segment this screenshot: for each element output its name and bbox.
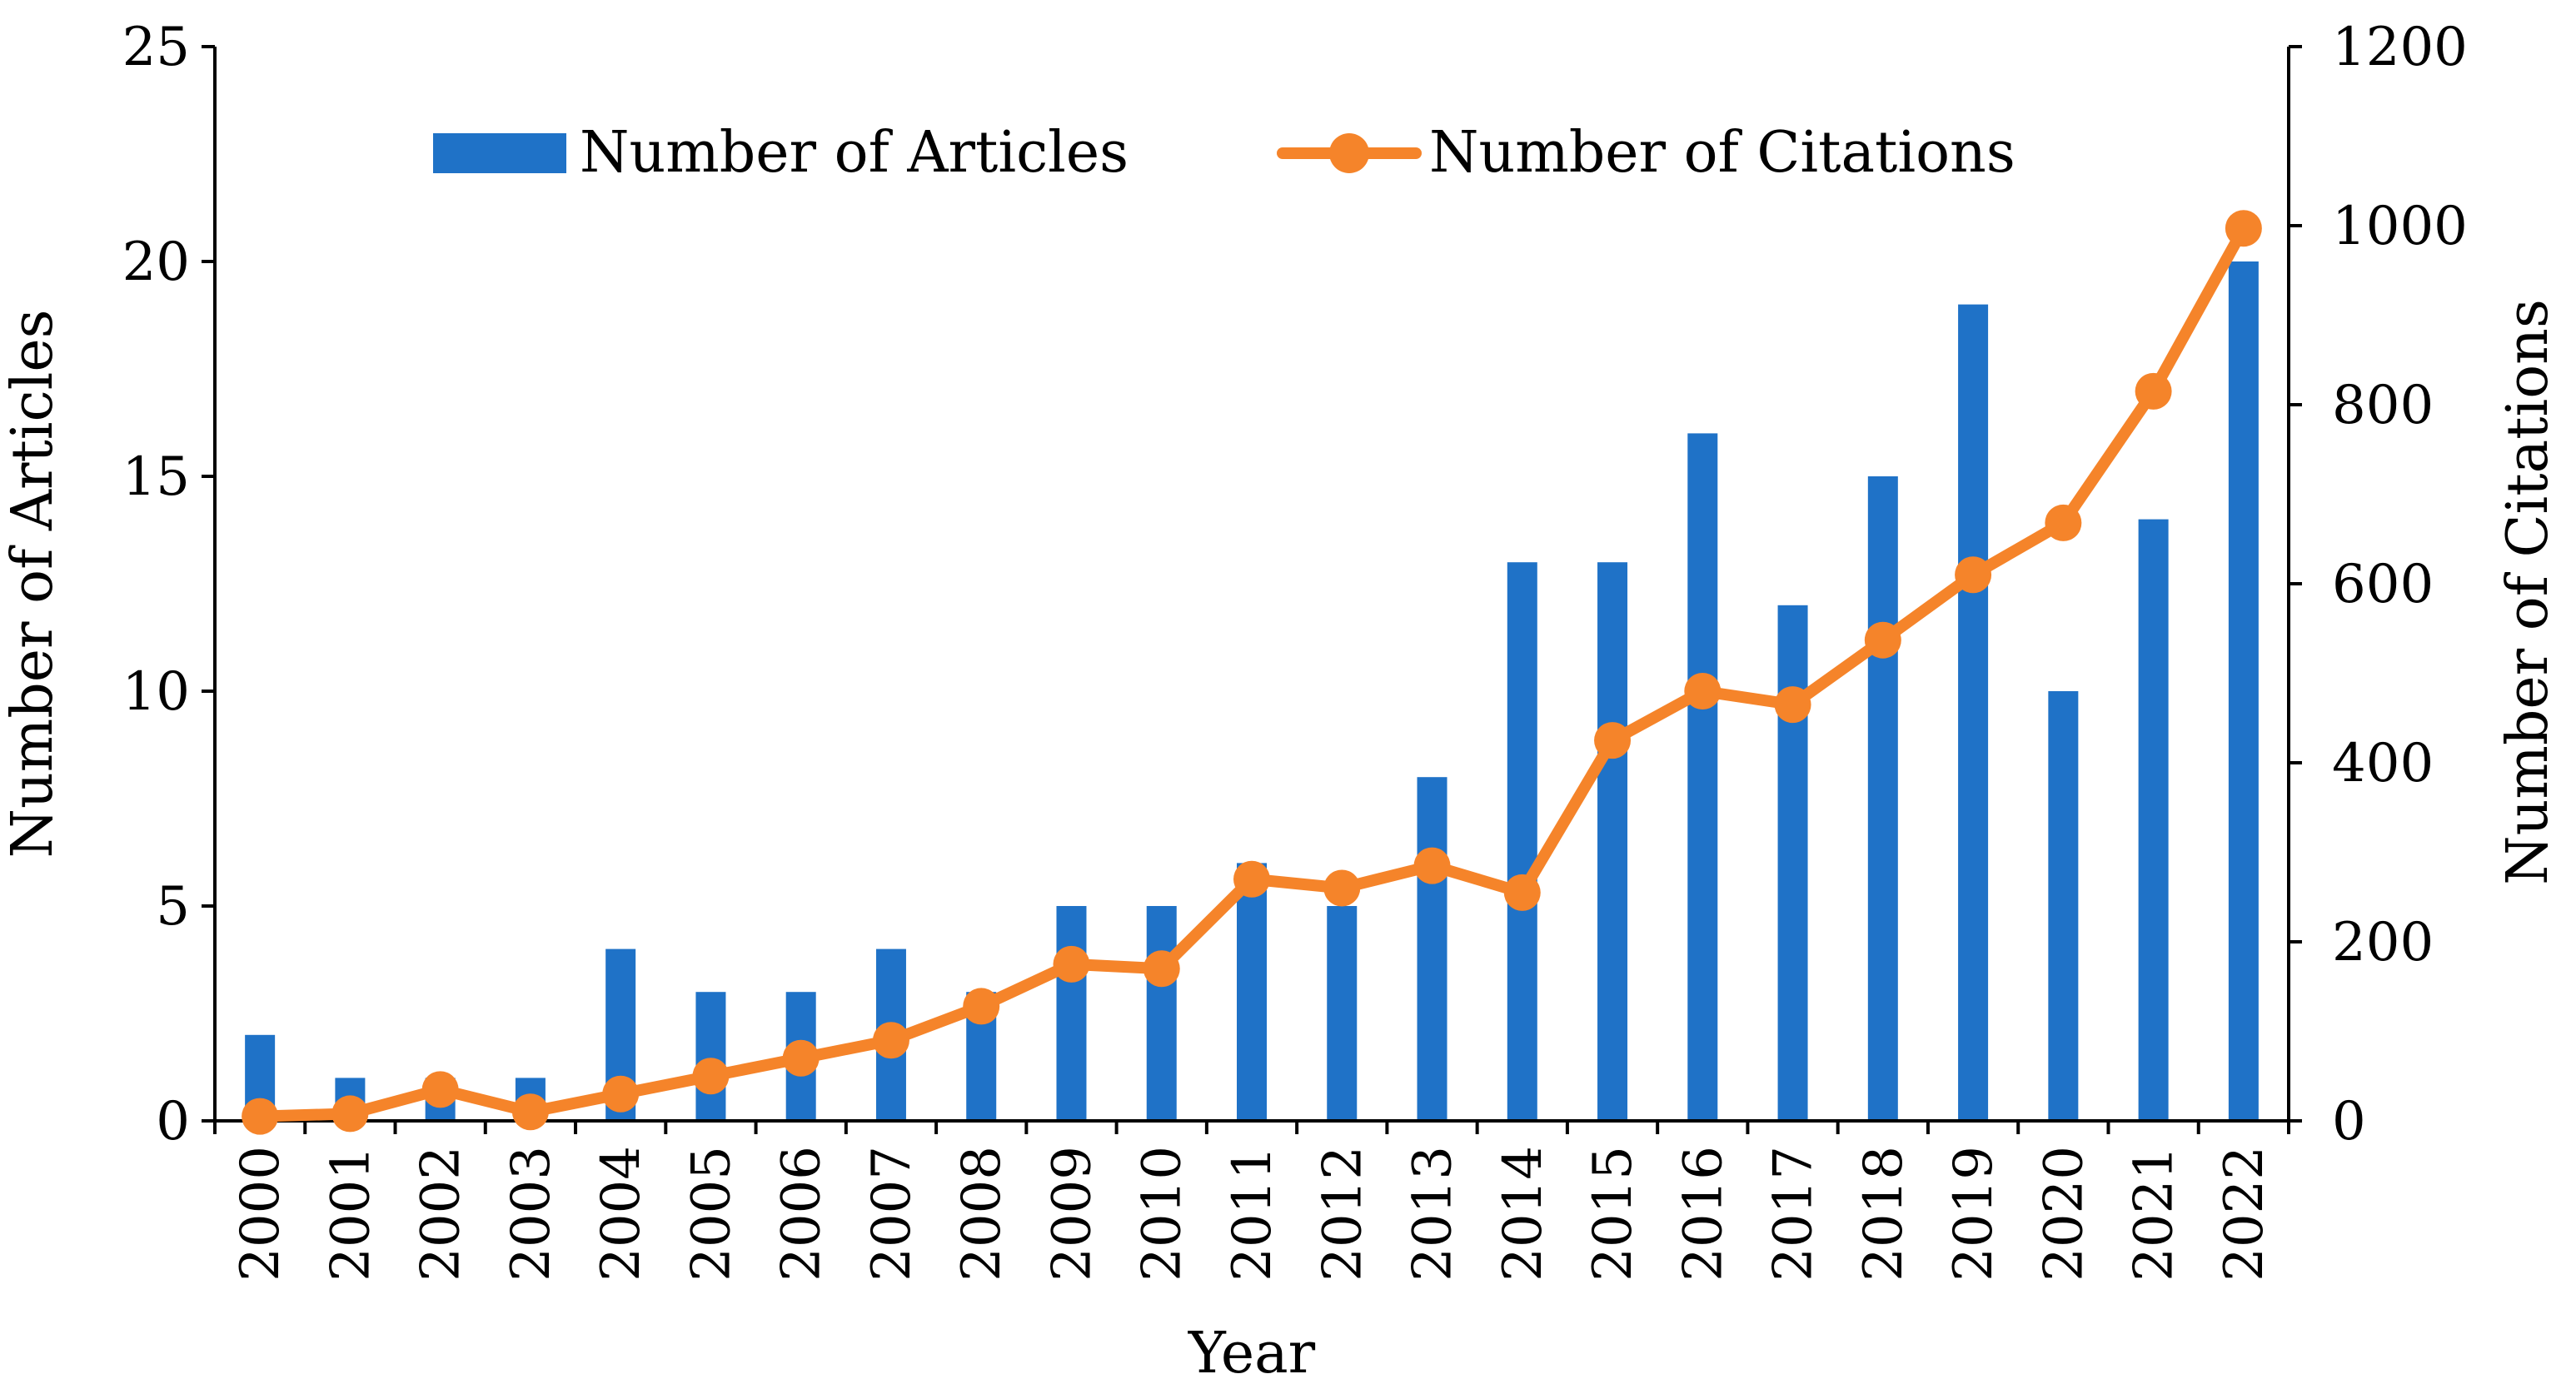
x-tick-label-2019: 2019 bbox=[1943, 1146, 2005, 1282]
x-tick-label-2021: 2021 bbox=[2124, 1146, 2185, 1282]
citation-point-2005 bbox=[692, 1058, 730, 1095]
citation-point-2018 bbox=[1864, 621, 1901, 659]
article-bar-2022 bbox=[2228, 261, 2259, 1121]
citation-point-2014 bbox=[1503, 874, 1541, 911]
citation-point-2000 bbox=[242, 1098, 279, 1135]
article-bar-2014 bbox=[1507, 562, 1537, 1121]
labels-layer: 0 5 10 15 20 25 0 200 400 600 800 1000 1200 2000 2001 2… bbox=[0, 17, 2561, 1387]
article-bar-2011 bbox=[1237, 863, 1267, 1121]
x-tick-label-2014: 2014 bbox=[1492, 1146, 1554, 1282]
citation-point-2015 bbox=[1594, 722, 1632, 759]
article-bar-2020 bbox=[2048, 691, 2079, 1121]
citation-point-2021 bbox=[2135, 372, 2172, 410]
right-tick-label-200: 200 bbox=[2332, 912, 2434, 973]
article-bar-2013 bbox=[1417, 777, 1447, 1121]
citation-point-2016 bbox=[1684, 673, 1721, 709]
citation-point-2013 bbox=[1413, 847, 1451, 884]
y-axis-title: Number of Articles bbox=[0, 309, 66, 858]
right-tick-label-600: 600 bbox=[2332, 554, 2434, 615]
citation-point-2004 bbox=[602, 1075, 640, 1113]
article-bar-2016 bbox=[1687, 433, 1718, 1121]
article-bar-2017 bbox=[1777, 605, 1808, 1121]
citations-line-layer bbox=[242, 210, 2262, 1135]
right-tick-label-1000: 1000 bbox=[2332, 196, 2468, 257]
article-bar-2019 bbox=[1958, 304, 1989, 1122]
article-bar-2009 bbox=[1056, 906, 1087, 1121]
x-tick-label-2003: 2003 bbox=[501, 1146, 562, 1282]
x-tick-label-2001: 2001 bbox=[320, 1146, 381, 1282]
citation-point-2007 bbox=[872, 1022, 909, 1059]
legend-label-articles: Number of Articles bbox=[580, 120, 1129, 186]
article-bar-2010 bbox=[1146, 906, 1177, 1121]
citation-point-2022 bbox=[2225, 210, 2262, 247]
citation-point-2019 bbox=[1955, 556, 1992, 594]
right-tick-label-0: 0 bbox=[2332, 1091, 2366, 1153]
x-tick-label-2018: 2018 bbox=[1853, 1146, 1915, 1282]
x-tick-label-2009: 2009 bbox=[1041, 1146, 1103, 1282]
x-tick-label-2011: 2011 bbox=[1222, 1146, 1283, 1282]
left-tick-label-5: 5 bbox=[156, 876, 190, 938]
x-tick-label-2020: 2020 bbox=[2033, 1146, 2095, 1282]
citation-point-2009 bbox=[1053, 945, 1090, 983]
citation-point-2002 bbox=[421, 1071, 459, 1108]
bars-layer bbox=[245, 261, 2259, 1122]
x-tick-label-2007: 2007 bbox=[861, 1146, 923, 1282]
left-tick-label-0: 0 bbox=[156, 1091, 190, 1153]
article-bar-2005 bbox=[695, 992, 726, 1121]
x-tick-label-2004: 2004 bbox=[590, 1146, 652, 1282]
left-tick-label-20: 20 bbox=[122, 232, 190, 293]
x-tick-label-2022: 2022 bbox=[2214, 1146, 2275, 1282]
x-tick-label-2015: 2015 bbox=[1582, 1146, 1644, 1282]
x-tick-label-2016: 2016 bbox=[1672, 1146, 1734, 1282]
citation-point-2003 bbox=[511, 1093, 549, 1131]
x-tick-label-2010: 2010 bbox=[1132, 1146, 1193, 1282]
citation-point-2006 bbox=[782, 1039, 820, 1077]
right-tick-label-1200: 1200 bbox=[2332, 17, 2468, 78]
x-tick-label-2012: 2012 bbox=[1312, 1146, 1373, 1282]
right-tick-label-800: 800 bbox=[2332, 375, 2434, 436]
article-bar-2015 bbox=[1597, 562, 1628, 1121]
left-tick-label-10: 10 bbox=[122, 661, 190, 723]
x-tick-label-2005: 2005 bbox=[680, 1146, 742, 1282]
x-tick-label-2002: 2002 bbox=[411, 1146, 472, 1282]
x-tick-label-2000: 2000 bbox=[230, 1146, 291, 1282]
left-tick-label-25: 25 bbox=[122, 17, 190, 78]
left-tick-label-15: 15 bbox=[122, 446, 190, 508]
x-tick-label-2013: 2013 bbox=[1403, 1146, 1464, 1282]
legend: Number of Articles Number of Citations bbox=[433, 120, 2015, 186]
x-axis-title: Year bbox=[1188, 1321, 1316, 1387]
axes-layer bbox=[202, 45, 2302, 1134]
citation-point-2017 bbox=[1774, 686, 1811, 724]
x-tick-label-2008: 2008 bbox=[951, 1146, 1013, 1282]
legend-bar-swatch bbox=[433, 133, 566, 173]
citation-point-2010 bbox=[1143, 950, 1180, 988]
article-bar-2012 bbox=[1327, 906, 1358, 1121]
citation-point-2008 bbox=[963, 988, 1000, 1025]
y2-axis-title: Number of Citations bbox=[2495, 299, 2561, 885]
x-tick-label-2017: 2017 bbox=[1763, 1146, 1825, 1282]
x-tick-label-2006: 2006 bbox=[771, 1146, 833, 1282]
citation-point-2001 bbox=[331, 1095, 369, 1133]
citation-point-2012 bbox=[1323, 869, 1361, 907]
citation-point-2011 bbox=[1233, 860, 1270, 898]
citation-point-2020 bbox=[2045, 504, 2082, 541]
legend-label-citations: Number of Citations bbox=[1429, 120, 2015, 186]
right-tick-label-400: 400 bbox=[2332, 733, 2434, 794]
article-bar-2021 bbox=[2138, 519, 2169, 1121]
article-bar-2018 bbox=[1867, 476, 1898, 1121]
legend-line-marker bbox=[1329, 133, 1369, 173]
